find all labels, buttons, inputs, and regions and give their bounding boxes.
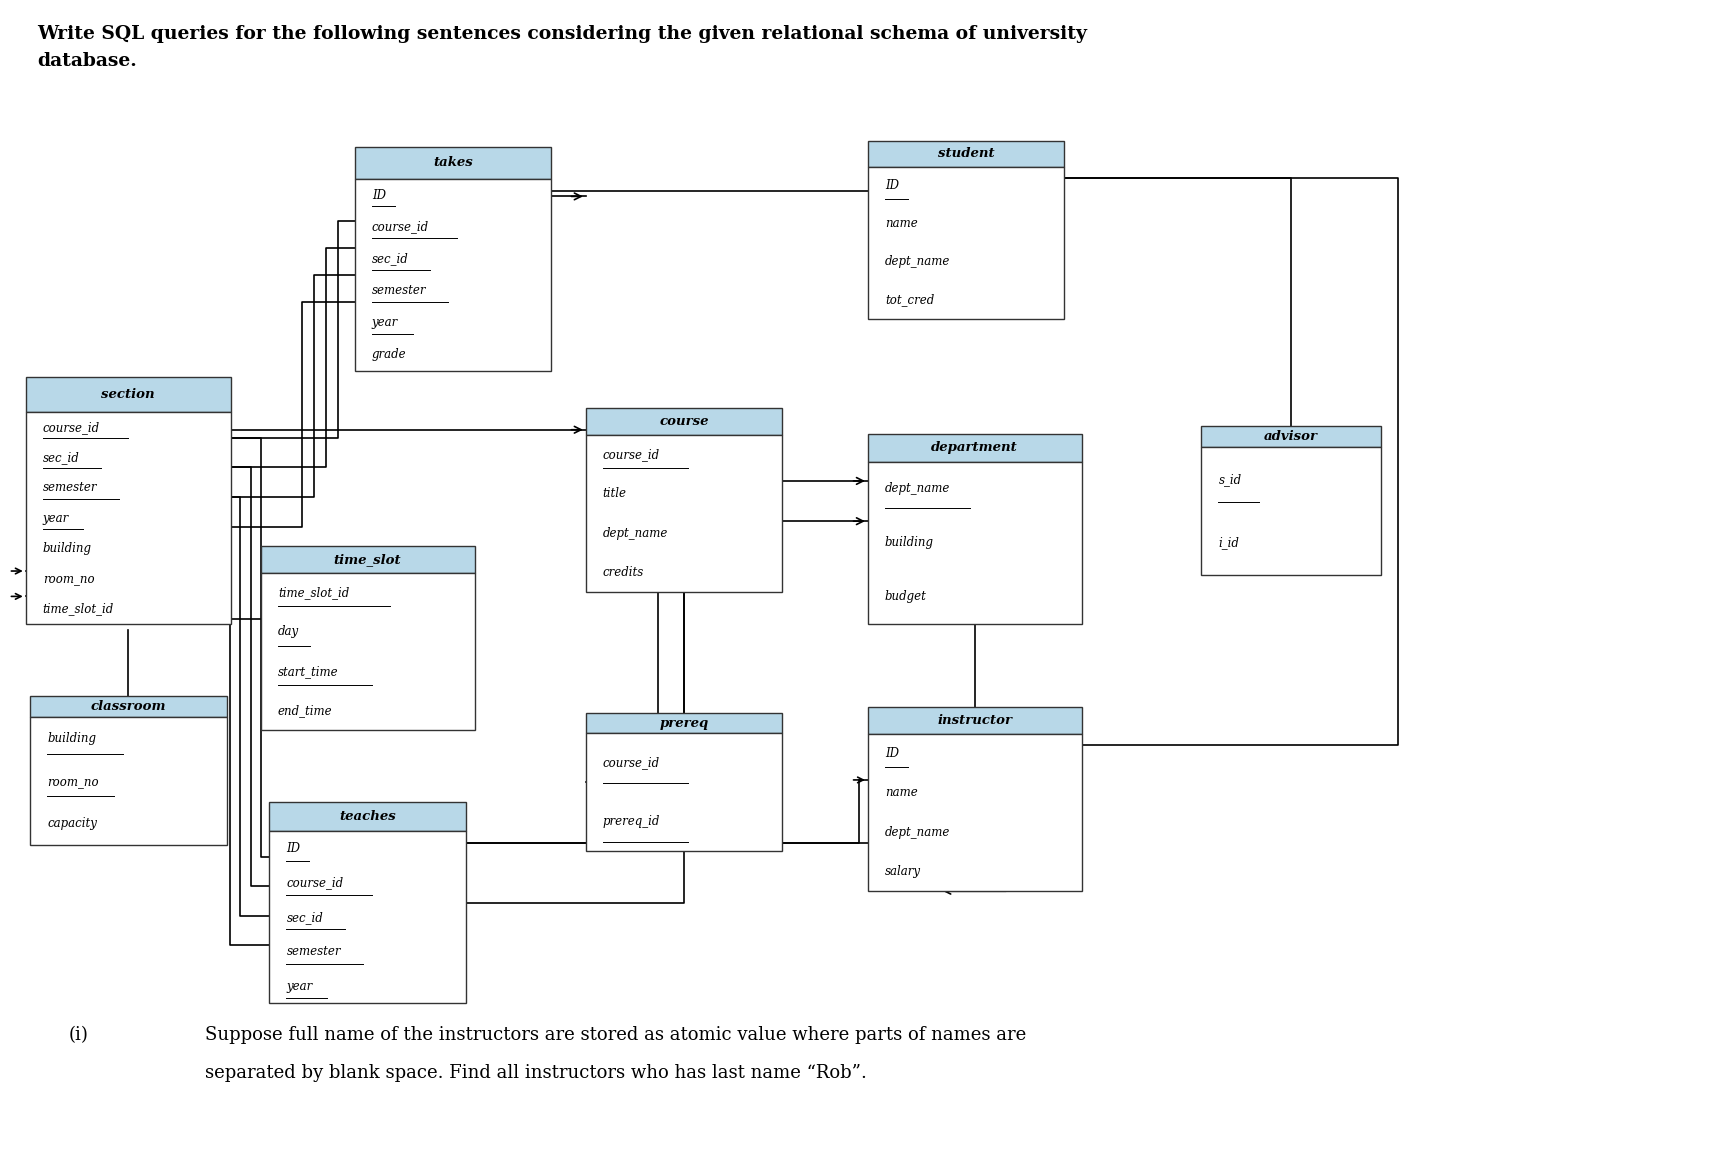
Text: name: name [886,787,918,799]
FancyBboxPatch shape [867,167,1064,319]
Text: Write SQL queries for the following sentences considering the given relational s: Write SQL queries for the following sent… [38,25,1088,44]
FancyBboxPatch shape [260,546,474,573]
Text: dept_name: dept_name [886,255,951,268]
Text: credits: credits [602,566,645,580]
FancyBboxPatch shape [867,734,1081,891]
Text: course_id: course_id [602,756,660,769]
Text: teaches: teaches [339,811,397,823]
Text: year: year [43,512,68,524]
Text: sec_id: sec_id [373,253,409,266]
FancyBboxPatch shape [867,461,1081,623]
Text: end_time: end_time [277,704,332,718]
Text: capacity: capacity [46,818,97,830]
FancyBboxPatch shape [270,803,465,831]
FancyBboxPatch shape [29,718,226,845]
FancyBboxPatch shape [585,733,783,851]
Text: s_id: s_id [1218,473,1241,485]
FancyBboxPatch shape [356,146,551,179]
Text: takes: takes [433,156,474,169]
FancyBboxPatch shape [867,707,1081,734]
Text: dept_name: dept_name [886,826,951,838]
Text: course_id: course_id [373,221,429,233]
Text: Suppose full name of the instructors are stored as atomic value where parts of n: Suppose full name of the instructors are… [205,1026,1026,1044]
Text: building: building [43,542,92,555]
Text: name: name [886,217,918,230]
Text: building: building [46,733,96,745]
Text: start_time: start_time [277,665,339,677]
Text: time_slot: time_slot [333,553,402,566]
Text: salary: salary [886,865,922,879]
Text: room_no: room_no [43,572,94,585]
Text: sec_id: sec_id [43,451,79,465]
Text: dept_name: dept_name [886,482,951,496]
Text: course: course [660,415,708,428]
FancyBboxPatch shape [867,140,1064,167]
Text: time_slot_id: time_slot_id [43,603,115,615]
Text: year: year [373,316,398,329]
Text: prereq_id: prereq_id [602,815,660,828]
FancyBboxPatch shape [867,434,1081,461]
Text: grade: grade [373,348,407,361]
Text: i_id: i_id [1218,537,1240,550]
Text: sec_id: sec_id [287,911,323,923]
Text: dept_name: dept_name [602,527,669,539]
Text: course_id: course_id [602,448,660,461]
Text: advisor: advisor [1264,430,1318,443]
FancyBboxPatch shape [585,713,783,733]
Text: year: year [287,980,313,992]
Text: budget: budget [886,590,927,604]
FancyBboxPatch shape [1200,426,1382,447]
Text: classroom: classroom [91,700,166,713]
FancyBboxPatch shape [26,377,231,413]
Text: semester: semester [287,945,340,958]
FancyBboxPatch shape [29,696,226,718]
Text: student: student [937,147,995,160]
FancyBboxPatch shape [585,408,783,435]
FancyBboxPatch shape [260,573,474,730]
Text: ID: ID [886,179,899,192]
Text: building: building [886,536,934,550]
Text: (i): (i) [68,1026,89,1044]
Text: instructor: instructor [937,714,1012,727]
Text: ID: ID [287,842,301,854]
Text: course_id: course_id [43,421,99,434]
FancyBboxPatch shape [26,413,231,623]
Text: tot_cred: tot_cred [886,293,934,307]
Text: semester: semester [43,482,97,494]
Text: semester: semester [373,284,426,298]
Text: section: section [101,388,156,401]
Text: time_slot_id: time_slot_id [277,586,349,599]
Text: ID: ID [886,748,899,760]
FancyBboxPatch shape [270,831,465,1003]
Text: room_no: room_no [46,775,99,788]
Text: course_id: course_id [287,876,344,889]
Text: day: day [277,626,299,638]
FancyBboxPatch shape [585,435,783,592]
Text: title: title [602,488,628,500]
Text: database.: database. [38,52,137,70]
FancyBboxPatch shape [1200,447,1382,575]
Text: ID: ID [373,189,386,201]
Text: prereq: prereq [660,716,708,729]
Text: separated by blank space. Find all instructors who has last name “Rob”.: separated by blank space. Find all instr… [205,1064,867,1082]
FancyBboxPatch shape [356,179,551,370]
Text: department: department [932,442,1017,454]
